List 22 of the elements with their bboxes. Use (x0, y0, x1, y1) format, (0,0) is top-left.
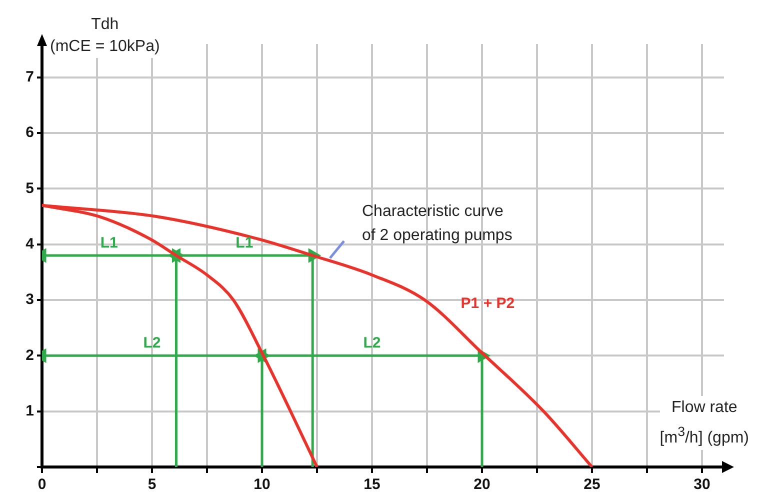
y-tick-label: 6 (26, 124, 34, 142)
y-tick-label: 4 (26, 236, 35, 253)
x-tick-label: 10 (254, 476, 270, 494)
x-tick-label: 0 (38, 476, 46, 494)
annotation: L1 (100, 234, 118, 252)
annotation: L2 (143, 334, 161, 352)
x-tick-label: 20 (474, 476, 490, 494)
y-tick-label: 5 (26, 180, 34, 197)
y-axis-title: Tdh (mCE = 10kPa) (50, 14, 160, 58)
annotation: L2 (363, 334, 381, 352)
x-tick-label: 15 (364, 476, 380, 494)
x-tick-label: 30 (694, 476, 710, 494)
annotation: Characteristic curve of 2 operating pumps (362, 203, 512, 244)
x-tick-label: 5 (148, 476, 156, 494)
x-axis-title: Flow rate [m$^{3}$/h] (gpm) (660, 396, 749, 450)
y-tick-label: 2 (26, 346, 34, 364)
y-tick-label: 1 (26, 402, 34, 420)
series-label: P1 + P2 (460, 295, 515, 312)
y-tick-label: 3 (26, 291, 34, 308)
y-tick-label: 7 (26, 68, 34, 86)
annotation: L1 (236, 234, 254, 252)
x-tick-label: 25 (584, 476, 600, 494)
